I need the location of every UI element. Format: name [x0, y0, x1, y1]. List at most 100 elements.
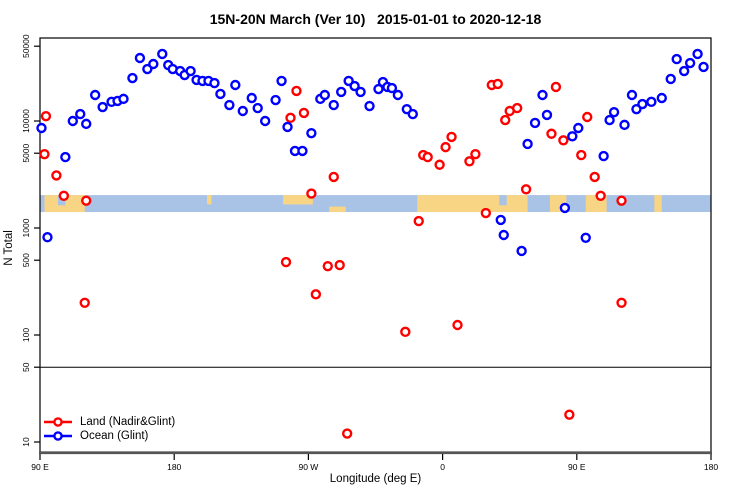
scatter-point-ocean	[626, 89, 638, 101]
legend-label-land: Land (Nadir&Glint)	[80, 416, 176, 428]
scatter-point-land	[550, 81, 562, 93]
scatter-point-ocean	[407, 108, 418, 120]
scatter-point-ocean	[373, 83, 384, 95]
scatter-point-ocean	[157, 48, 168, 60]
scatter-point-ocean	[252, 102, 263, 114]
scatter-point-land	[334, 259, 345, 271]
ocean-series-marker-icon	[44, 431, 72, 441]
chart-title: 15N-20N March (Ver 10) 2015-01-01 to 202…	[209, 11, 542, 27]
scatter-point-ocean	[81, 118, 92, 130]
scatter-point-ocean	[580, 232, 591, 243]
map-strip-land-segment	[329, 206, 346, 213]
scatter-point-ocean	[573, 122, 584, 134]
scatter-point-ocean	[36, 122, 47, 134]
scatter-point-ocean	[185, 65, 196, 77]
scatter-point-ocean	[97, 101, 108, 113]
scatter-point-ocean	[134, 52, 146, 64]
scatter-point-ocean	[656, 92, 667, 104]
scatter-point-ocean	[598, 150, 609, 162]
y-tick-label: 10000	[21, 109, 31, 133]
scatter-point-ocean	[637, 98, 648, 110]
legend: Land (Nadir&Glint) Ocean (Glint)	[44, 415, 175, 443]
scatter-point-ocean	[270, 94, 281, 106]
scatter-point-ocean	[498, 229, 509, 241]
y-tick-label: 50	[21, 362, 31, 372]
scatter-point-ocean	[276, 75, 287, 87]
scatter-point-land	[280, 256, 292, 268]
scatter-point-land	[285, 112, 296, 124]
scatter-point-ocean	[522, 138, 533, 150]
x-tick-label: 90 W	[298, 462, 318, 472]
scatter-point-land	[58, 190, 70, 201]
scatter-point-ocean	[282, 121, 293, 133]
scatter-point-ocean	[392, 89, 404, 101]
x-tick-label: 180	[167, 462, 181, 472]
scatter-point-land	[558, 135, 569, 146]
scatter-point-ocean	[698, 61, 709, 73]
scatter-point-land	[589, 171, 600, 183]
scatter-point-ocean	[237, 105, 248, 117]
scatter-point-land	[39, 148, 50, 160]
land-series-marker-icon	[44, 417, 72, 427]
scatter-point-ocean	[67, 115, 79, 127]
scatter-point-land	[595, 190, 606, 201]
scatter-point-ocean	[567, 131, 578, 142]
y-tick-label: 10	[21, 437, 31, 447]
scatter-point-ocean	[349, 80, 360, 92]
map-strip-land-segment	[417, 195, 528, 213]
y-tick-label: 100	[21, 328, 31, 342]
scatter-point-ocean	[559, 202, 571, 214]
scatter-point-land	[576, 149, 587, 161]
scatter-point-land	[500, 114, 511, 126]
scatter-point-land	[341, 428, 353, 439]
scatter-point-ocean	[541, 109, 553, 121]
scatter-point-ocean	[336, 86, 347, 98]
x-tick-label: 90 E	[568, 462, 586, 472]
scatter-point-land	[616, 195, 627, 206]
scatter-point-land	[564, 409, 575, 420]
scatter-point-ocean	[230, 79, 241, 91]
scatter-point-land	[440, 141, 451, 153]
scatter-point-ocean	[60, 151, 71, 163]
scatter-point-ocean	[665, 73, 676, 85]
map-strip-ocean	[40, 195, 711, 213]
map-strip-land-segment	[207, 195, 212, 205]
plot-border	[39, 37, 712, 453]
x-tick-label: 0	[440, 462, 445, 472]
y-tick-label: 5000	[21, 143, 31, 162]
scatter-point-ocean	[537, 89, 548, 101]
scatter-point-ocean	[529, 117, 541, 129]
scatter-point-land	[400, 326, 411, 338]
scatter-point-ocean	[148, 58, 159, 70]
scatter-point-ocean	[306, 127, 317, 139]
scatter-point-land	[422, 151, 433, 163]
scatter-point-ocean	[604, 114, 615, 126]
scatter-point-ocean	[89, 89, 101, 101]
scatter-point-land	[470, 148, 481, 160]
x-tick-label: 90 E	[31, 462, 49, 472]
scatter-point-land	[51, 170, 62, 181]
scatter-point-ocean	[118, 93, 129, 105]
scatter-point-ocean	[671, 53, 682, 65]
x-tick-label: 180	[704, 462, 718, 472]
scatter-point-land	[511, 102, 523, 114]
legend-item-ocean: Ocean (Glint)	[44, 429, 175, 443]
scatter-point-ocean	[495, 214, 506, 226]
scatter-point-ocean	[608, 106, 620, 118]
scatter-point-ocean	[328, 99, 339, 111]
map-strip-land-segment	[283, 195, 313, 205]
y-tick-label: 500	[21, 253, 31, 267]
scatter-point-land	[520, 184, 532, 195]
scatter-point-ocean	[386, 82, 398, 94]
scatter-point-ocean	[209, 77, 220, 89]
scatter-point-ocean	[516, 245, 527, 257]
scatter-point-land	[492, 78, 503, 90]
scatter-point-land	[434, 159, 445, 170]
scatter-point-ocean	[692, 48, 703, 60]
scatter-point-land	[310, 289, 322, 300]
scatter-point-ocean	[619, 119, 630, 131]
scatter-point-ocean	[224, 99, 235, 111]
scatter-point-ocean	[246, 92, 257, 104]
